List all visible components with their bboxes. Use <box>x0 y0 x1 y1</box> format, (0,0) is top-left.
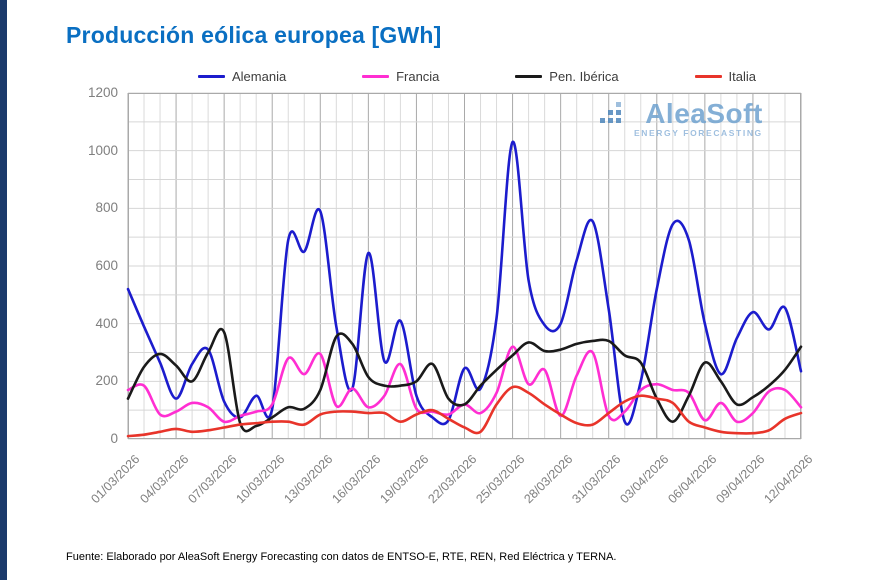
series-line-alemania <box>126 140 803 426</box>
y-tick-label: 600 <box>95 258 118 273</box>
y-tick-label: 1000 <box>87 142 118 158</box>
legend-swatch-francia <box>362 74 390 78</box>
chart-svg <box>126 92 803 440</box>
left-accent-bar <box>0 0 7 580</box>
legend-item-italia: Italia <box>694 66 756 86</box>
page-title: Producción eólica europea [GWh] <box>66 22 442 48</box>
legend-label-italia: Italia <box>728 68 756 84</box>
x-tick-label: 12/04/2026 <box>761 452 816 507</box>
x-tick-label: 09/04/2026 <box>713 452 768 507</box>
footer-source-text: Fuente: Elaborado por AleaSoft Energy Fo… <box>66 551 617 563</box>
x-tick-label: 25/03/2026 <box>473 452 528 507</box>
y-tick-label: 1200 <box>87 85 118 100</box>
chart-legend: Alemania Francia Pen. Ibérica Italia <box>128 66 801 86</box>
legend-label-francia: Francia <box>396 68 440 84</box>
series-line-italia <box>126 385 803 438</box>
x-tick-label: 07/03/2026 <box>184 452 240 507</box>
x-tick-label: 01/03/2026 <box>88 452 143 507</box>
x-tick-label: 31/03/2026 <box>569 452 624 507</box>
series-line-pen-ib-rica <box>126 328 803 433</box>
x-tick-label: 06/04/2026 <box>665 452 720 507</box>
chart-area: AleaSoft ENERGY FORECASTING <box>126 92 803 440</box>
x-tick-label: 28/03/2026 <box>521 452 576 507</box>
x-tick-label: 04/03/2026 <box>136 452 191 507</box>
y-tick-label: 800 <box>95 200 118 216</box>
y-tick-label: 400 <box>95 315 118 331</box>
x-tick-label: 13/03/2026 <box>281 452 336 507</box>
x-tick-label: 19/03/2026 <box>377 452 432 507</box>
legend-item-pen-iberica: Pen. Ibérica <box>515 66 619 86</box>
legend-swatch-alemania <box>198 74 225 78</box>
x-tick-label: 10/03/2026 <box>232 452 288 507</box>
legend-swatch-pen-iberica <box>515 74 543 78</box>
x-tick-label: 03/04/2026 <box>617 452 672 507</box>
legend-label-pen-iberica: Pen. Ibérica <box>549 68 619 84</box>
legend-label-alemania: Alemania <box>232 68 287 84</box>
legend-item-alemania: Alemania <box>198 66 286 86</box>
y-tick-label: 0 <box>110 431 118 446</box>
x-axis-labels: 01/03/2026 04/03/2026 07/03/2026 10/03/2026… <box>0 0 870 506</box>
legend-swatch-italia <box>694 74 722 78</box>
x-tick-label: 16/03/2026 <box>329 452 384 507</box>
legend-item-francia: Francia <box>362 66 439 86</box>
y-axis-labels: 0 200 400 600 800 1000 1200 <box>36 0 118 460</box>
x-tick-label: 22/03/2026 <box>425 452 480 507</box>
y-tick-label: 200 <box>95 373 118 389</box>
